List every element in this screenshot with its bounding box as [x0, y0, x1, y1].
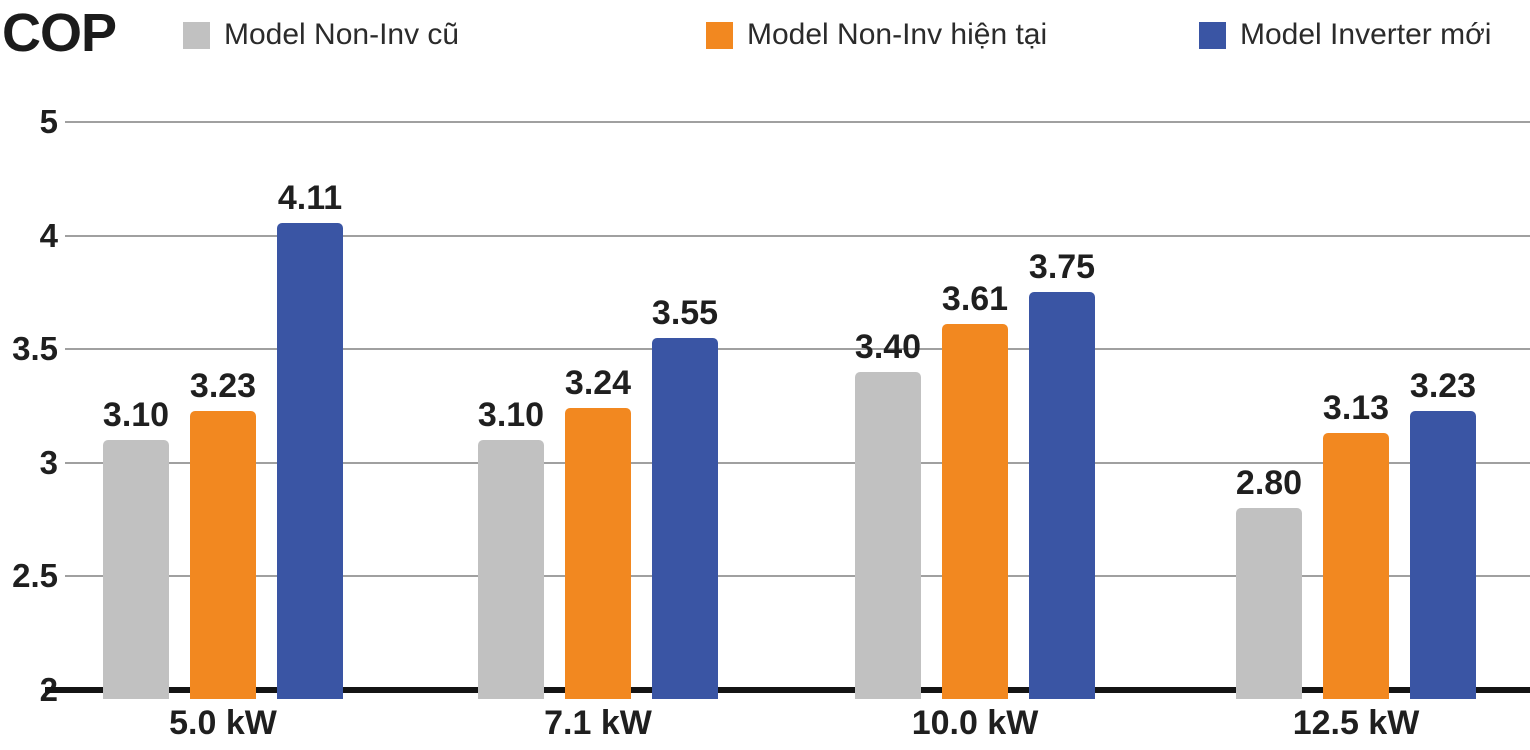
bar-value-label: 3.13	[1322, 389, 1390, 428]
y-axis-tick-label: 4	[39, 216, 58, 254]
y-axis-tick-label: 2.5	[12, 557, 58, 595]
bar-7.1kW-series1	[565, 408, 631, 699]
bar-7.1kW-series2	[652, 337, 718, 699]
legend-label: Model Non-Inv hiện tại	[747, 18, 1048, 51]
bar-value-label: 3.61	[941, 280, 1009, 319]
bar-value-label: 3.40	[854, 327, 922, 366]
bar-12.5kW-series2	[1410, 410, 1476, 699]
legend-swatch-blue-icon	[1199, 21, 1226, 49]
bar-5.0kW-series1	[190, 410, 256, 699]
bar-value-label: 4.11	[277, 179, 343, 218]
x-axis-line	[45, 687, 1530, 693]
x-axis-category-label: 12.5 kW	[1292, 704, 1420, 742]
x-axis-category-label: 7.1 kW	[544, 704, 652, 742]
gridline-3.5	[65, 348, 1530, 351]
gridline-5	[65, 121, 1530, 123]
gridline-2.5	[65, 575, 1530, 578]
bar-12.5kW-series0	[1236, 508, 1302, 699]
legend-label: Model Non-Inv cũ	[224, 18, 460, 51]
bar-value-label: 3.23	[1409, 366, 1477, 405]
bar-5.0kW-series2	[277, 223, 343, 699]
bar-10.0kW-series2	[1029, 292, 1095, 699]
bar-10.0kW-series0	[855, 371, 921, 699]
legend-label: Model Inverter mới	[1240, 18, 1492, 51]
bar-value-label: 3.10	[477, 396, 545, 435]
x-axis-category-label: 10.0 kW	[911, 704, 1039, 742]
bar-7.1kW-series0	[478, 440, 544, 699]
gridline-4	[65, 234, 1530, 237]
legend-swatch-orange-icon	[706, 21, 733, 49]
bar-value-label: 2.80	[1235, 464, 1303, 503]
x-axis-category-label: 5.0 kW	[169, 704, 277, 742]
legend-item-inverter-new: Model Inverter mới	[1199, 18, 1491, 52]
bar-value-label: 3.75	[1028, 248, 1096, 287]
legend-item-non-inv-current: Model Non-Inv hiện tại	[706, 18, 1047, 52]
bar-value-label: 3.10	[102, 396, 170, 435]
y-axis-tick-label: 5	[39, 103, 58, 140]
bar-12.5kW-series1	[1323, 433, 1389, 699]
gridline-3	[65, 461, 1530, 464]
y-axis-tick-label: 3.5	[12, 330, 58, 368]
legend-swatch-gray-icon	[183, 21, 210, 49]
bar-value-label: 3.55	[651, 293, 719, 332]
bar-value-label: 3.23	[189, 366, 257, 405]
bar-value-label: 3.24	[564, 364, 632, 403]
bar-10.0kW-series1	[942, 324, 1008, 699]
legend-item-non-inv-old: Model Non-Inv cũ	[183, 18, 459, 52]
chart-title: COP	[2, 3, 117, 63]
y-axis-tick-label: 3	[39, 443, 58, 481]
bar-5.0kW-series0	[103, 440, 169, 699]
